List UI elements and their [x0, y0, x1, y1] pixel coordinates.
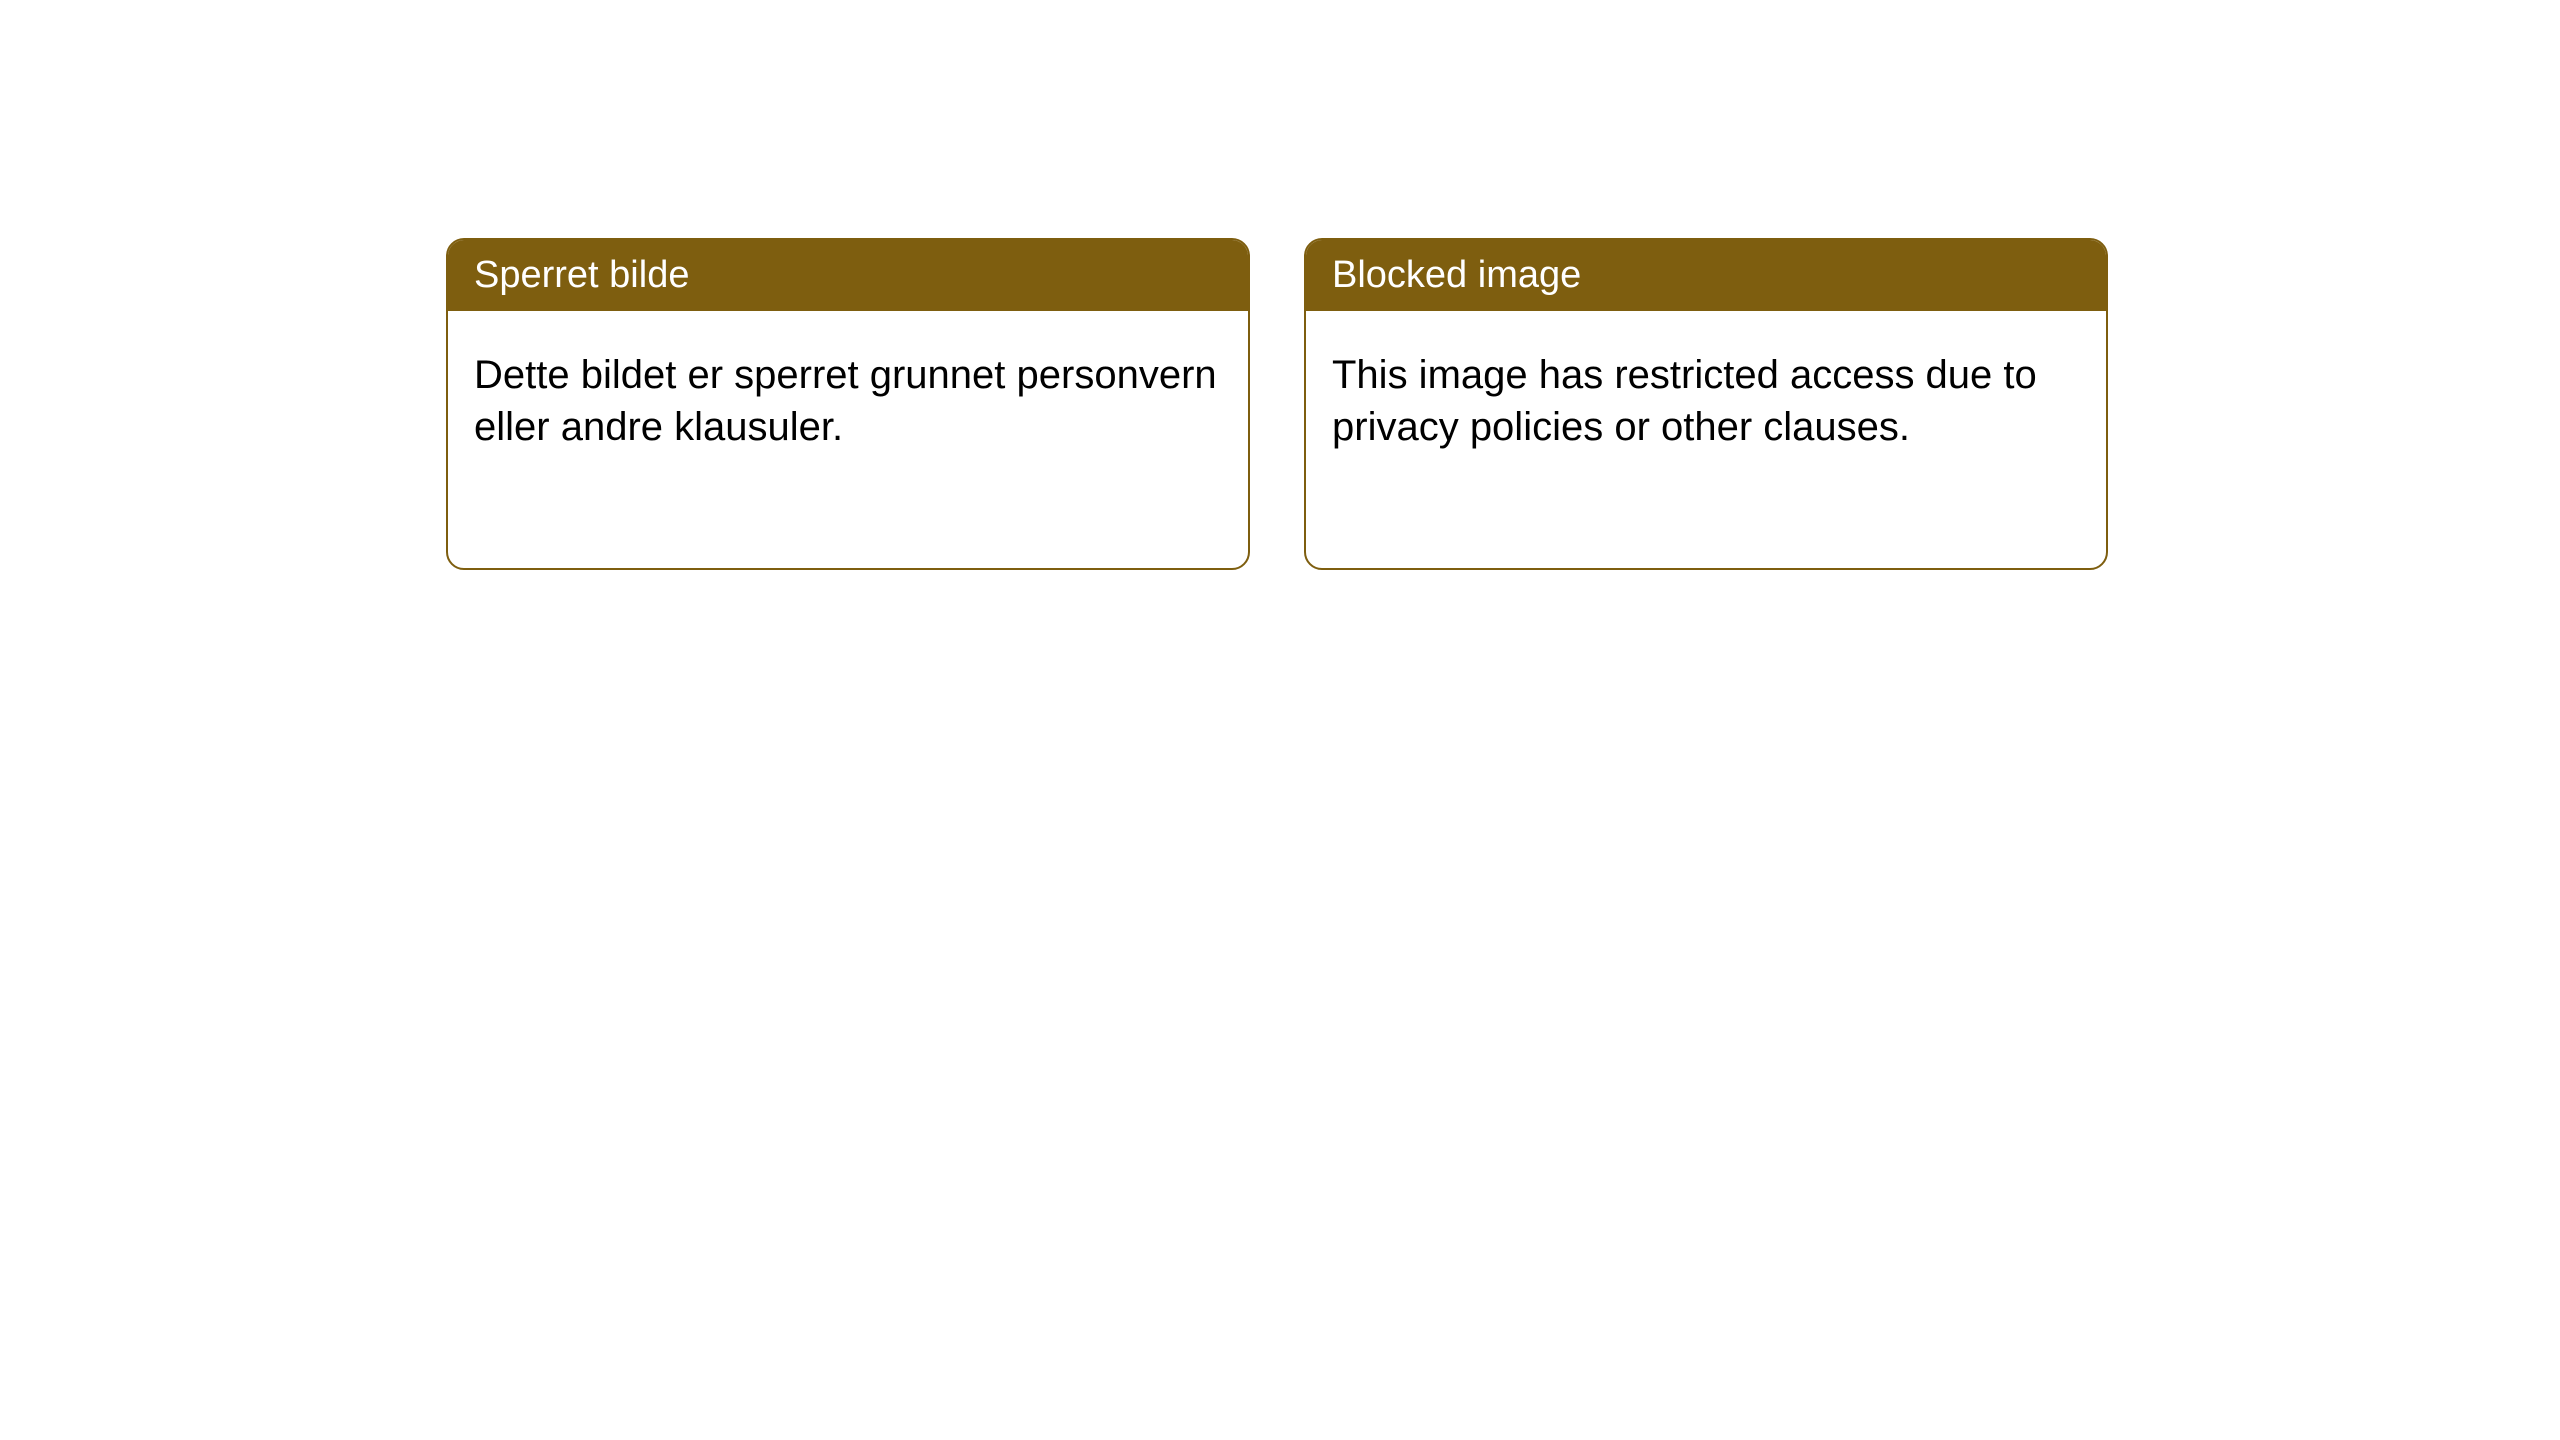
notice-container: Sperret bilde Dette bildet er sperret gr…: [0, 0, 2560, 570]
card-header-no: Sperret bilde: [448, 240, 1248, 311]
card-body-en: This image has restricted access due to …: [1306, 311, 2106, 491]
card-body-no: Dette bildet er sperret grunnet personve…: [448, 311, 1248, 491]
blocked-image-card-en: Blocked image This image has restricted …: [1304, 238, 2108, 570]
card-message-no: Dette bildet er sperret grunnet personve…: [474, 353, 1217, 449]
card-title-no: Sperret bilde: [474, 254, 689, 296]
blocked-image-card-no: Sperret bilde Dette bildet er sperret gr…: [446, 238, 1250, 570]
card-title-en: Blocked image: [1332, 254, 1581, 296]
card-header-en: Blocked image: [1306, 240, 2106, 311]
card-message-en: This image has restricted access due to …: [1332, 353, 2037, 449]
